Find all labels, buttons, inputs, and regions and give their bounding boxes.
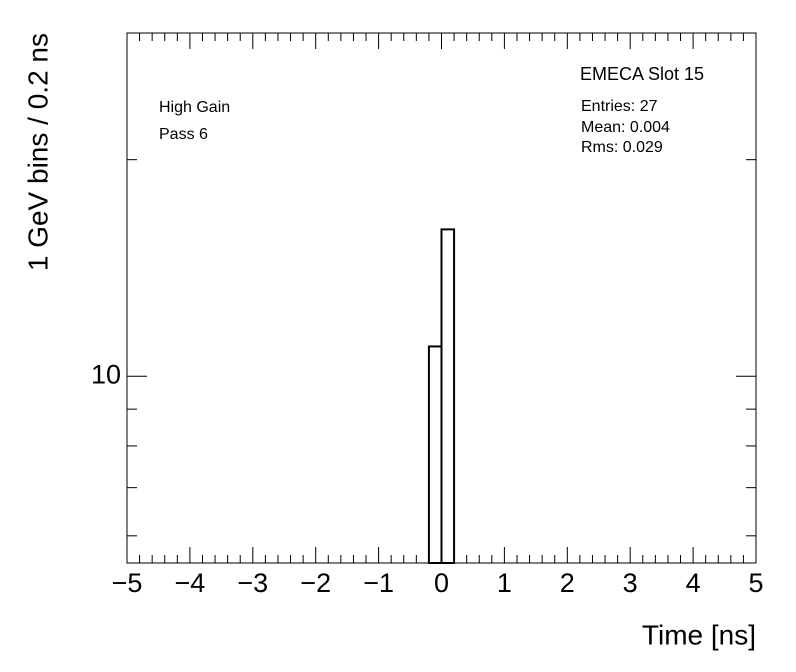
annotation: High Gain [159,99,230,116]
x-tick-label: −3 [237,568,268,598]
x-tick-label: 0 [434,568,449,598]
x-tick-label: 2 [560,568,575,598]
x-tick-label: −1 [363,568,394,598]
stat: Mean: 0.004 [581,119,670,136]
x-tick-label: 1 [497,568,512,598]
x-tick-label: −2 [300,568,331,598]
y-axis-title: 1 GeV bins / 0.2 ns [22,33,53,271]
stat: Rms: 0.029 [581,139,663,156]
x-axis-title: Time [ns] [642,619,756,650]
x-tick-label: 5 [748,568,763,598]
x-tick-label: 3 [623,568,638,598]
stat: Entries: 27 [581,98,658,115]
x-tick-label: −5 [112,568,143,598]
x-tick-label: 4 [686,568,701,598]
x-tick-label: −4 [175,568,206,598]
annotation: Pass 6 [159,126,208,143]
histogram-bar [427,345,443,565]
y-tick-label: 10 [91,359,121,389]
histogram-bar [440,228,456,564]
chart-title: EMECA Slot 15 [580,64,704,84]
